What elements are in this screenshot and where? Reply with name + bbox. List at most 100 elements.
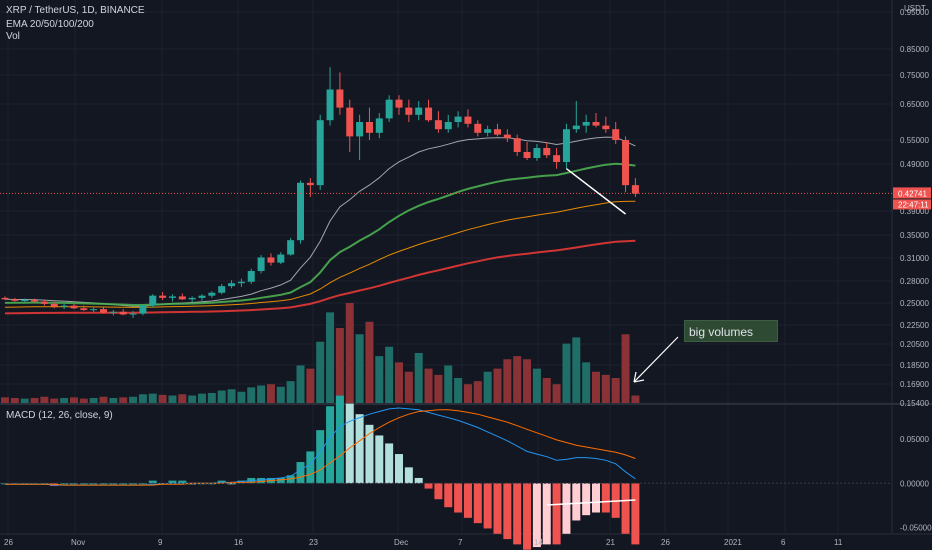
macd-histogram-bar — [414, 477, 423, 484]
macd-histogram-bar — [276, 477, 285, 484]
volume-bar — [365, 321, 374, 403]
candle-body — [198, 295, 206, 298]
ema-legend[interactable]: EMA 20/50/100/200 — [6, 19, 94, 30]
ema-100-line — [4, 200, 636, 308]
candle-body — [484, 129, 492, 133]
candle-body — [109, 311, 117, 313]
macd-histogram-bar — [365, 424, 374, 484]
volume-bar — [138, 394, 147, 403]
price-tick-label: 0.16900 — [900, 380, 929, 389]
candle-body — [218, 286, 226, 293]
candle-body — [562, 129, 570, 162]
macd-legend[interactable]: MACD (12, 26, close, 9) — [6, 410, 113, 421]
candle-body — [503, 134, 511, 139]
volume-bar — [198, 393, 206, 403]
volume-bar — [99, 396, 108, 403]
volume-bar — [621, 334, 630, 403]
time-tick-label: Dec — [394, 538, 408, 547]
countdown-tag — [893, 199, 931, 210]
volume-bar — [326, 312, 335, 403]
candle-body — [444, 122, 452, 130]
big-volumes-note[interactable]: big volumes — [684, 320, 778, 342]
price-tick-label: 0.75000 — [900, 71, 929, 80]
macd-histogram-bar — [513, 483, 522, 545]
volume-bars — [1, 303, 640, 403]
candle-body — [50, 303, 58, 307]
candle-body — [1, 297, 9, 300]
time-tick-label: 2021 — [724, 538, 742, 547]
volume-bar — [109, 398, 118, 403]
macd-histogram-bar — [523, 483, 532, 550]
candle-body — [415, 107, 423, 115]
time-tick-label: 11 — [834, 538, 843, 547]
candle-body — [287, 240, 295, 255]
volume-bar — [316, 341, 325, 403]
volume-bar — [276, 386, 285, 403]
candle-body — [553, 155, 561, 162]
volume-bar — [375, 356, 384, 403]
candle-body — [31, 300, 39, 302]
axes: 0.95000 0.85000 0.75000 0.65000 0.55000 0.490… — [4, 4, 932, 547]
macd-tick-label: 0.00000 — [900, 479, 929, 488]
macd-histogram-bar — [601, 483, 610, 513]
volume-bar — [227, 389, 236, 403]
candle-body — [425, 107, 433, 121]
candle-body — [543, 148, 551, 156]
macd-histogram-bar — [562, 483, 571, 534]
volume-bar — [601, 374, 610, 403]
macd-histogram-bar — [306, 451, 315, 484]
candle-body — [267, 257, 275, 263]
volume-bar — [237, 391, 246, 403]
macd-histogram-bar — [454, 483, 463, 513]
price-tick-label: 0.35000 — [900, 231, 929, 240]
volume-bar — [20, 398, 29, 403]
macd-histogram-bar — [473, 483, 482, 524]
candle-body — [277, 254, 285, 263]
volume-bar — [335, 328, 344, 403]
price-tick-label: 0.28000 — [900, 277, 929, 286]
time-tick-label: 9 — [158, 538, 163, 547]
candle-body — [474, 123, 482, 133]
volume-bar — [542, 378, 551, 403]
candle-body — [257, 257, 265, 272]
volume-legend[interactable]: Vol — [6, 31, 20, 42]
candle-body — [168, 296, 176, 298]
candle-body — [70, 305, 78, 309]
volume-bar — [592, 371, 600, 403]
macd-tick-label: -0.05000 — [900, 524, 932, 533]
price-tick-label: 0.65000 — [900, 100, 929, 109]
candle-body — [208, 292, 216, 296]
volume-bar — [503, 359, 512, 403]
time-tick-label: 6 — [781, 538, 786, 547]
volume-bar — [119, 397, 128, 403]
price-tick-label: 0.55000 — [900, 136, 929, 145]
candle-body — [228, 283, 236, 287]
price-unit-label: USDT — [904, 4, 926, 13]
volume-bar — [404, 371, 413, 403]
drawings — [546, 168, 679, 506]
macd-histogram-bar — [375, 435, 384, 484]
price-tick-label: 0.15400 — [900, 399, 929, 408]
volume-bar — [345, 303, 354, 403]
volume-bar — [552, 384, 561, 403]
price-tick-label: 0.95000 — [900, 8, 929, 17]
volume-bar — [30, 398, 39, 403]
volume-bar — [395, 362, 403, 403]
candle-body — [149, 295, 157, 306]
candle-body — [572, 125, 580, 130]
volume-bar — [582, 362, 591, 403]
candle-body — [612, 129, 620, 140]
candle-body — [336, 89, 344, 108]
candle-body — [365, 122, 373, 133]
candle-body — [533, 148, 541, 158]
trend-line — [565, 168, 627, 215]
candle-body — [119, 311, 127, 315]
volume-bar — [207, 393, 216, 403]
candle-body — [602, 125, 610, 130]
macd-histogram-bar — [542, 483, 551, 545]
macd-histogram-bar — [296, 462, 305, 484]
macd-histogram-bar — [355, 414, 364, 484]
volume-bar — [188, 395, 197, 403]
symbol-legend[interactable]: XRP / TetherUS, 1D, BINANCE — [6, 5, 145, 16]
